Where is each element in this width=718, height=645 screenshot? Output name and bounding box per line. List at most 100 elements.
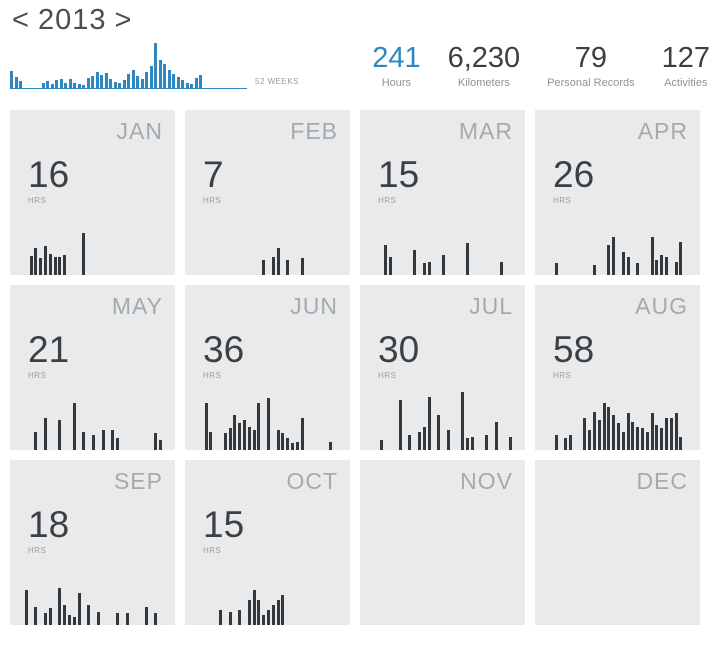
stat-value: 241 bbox=[372, 42, 421, 74]
day-bar bbox=[58, 588, 62, 625]
week-bar bbox=[55, 80, 58, 88]
day-bar bbox=[44, 246, 47, 275]
month-hours-value: 30 bbox=[378, 329, 420, 370]
day-bar bbox=[621, 432, 625, 450]
day-bar bbox=[650, 237, 654, 275]
day-bar bbox=[389, 257, 393, 275]
day-bar bbox=[243, 420, 246, 450]
week-bar bbox=[136, 76, 139, 88]
month-card-jul[interactable]: JUL 30 HRS bbox=[360, 285, 525, 450]
week-bar bbox=[176, 77, 180, 88]
next-year-button[interactable]: > bbox=[114, 4, 133, 36]
stat-block-kilometers: 6,230 Kilometers bbox=[448, 44, 521, 90]
day-bar bbox=[247, 427, 251, 450]
month-hours-value: 58 bbox=[553, 329, 595, 370]
day-bar bbox=[204, 403, 208, 450]
stat-label: Kilometers bbox=[457, 77, 510, 89]
day-bar bbox=[660, 428, 664, 450]
day-bar bbox=[82, 432, 86, 450]
day-bar bbox=[228, 428, 232, 450]
day-bar bbox=[257, 600, 261, 625]
day-bar bbox=[655, 425, 659, 450]
day-bar bbox=[24, 590, 28, 625]
day-bar bbox=[223, 433, 227, 450]
stat-block-personal-records: 79 Personal Records bbox=[547, 44, 634, 90]
weeks-label: 52 WEEKS bbox=[255, 77, 300, 86]
month-hours-value: 7 bbox=[203, 154, 224, 195]
month-hours-unit: HRS bbox=[28, 196, 47, 205]
month-daily-bar-chart bbox=[545, 285, 700, 450]
day-bar bbox=[612, 237, 616, 275]
weekly-activity-chart[interactable]: 52 WEEKS bbox=[10, 42, 310, 89]
month-daily-bar-chart bbox=[20, 285, 175, 450]
month-daily-bar-chart bbox=[195, 110, 350, 275]
week-bar bbox=[104, 73, 108, 88]
week-bar bbox=[86, 78, 90, 88]
day-bar bbox=[660, 255, 664, 275]
day-bar bbox=[286, 260, 290, 275]
day-bar bbox=[626, 257, 630, 275]
day-bar bbox=[53, 257, 57, 275]
month-hours-value: 16 bbox=[28, 154, 70, 195]
month-label: FEB bbox=[290, 118, 338, 144]
week-bar bbox=[118, 83, 121, 88]
month-hours-value: 18 bbox=[28, 504, 70, 545]
month-hours-block: 30 HRS bbox=[378, 331, 419, 380]
month-daily-bar-chart bbox=[195, 460, 350, 625]
prev-year-button[interactable]: < bbox=[12, 4, 30, 36]
day-bar bbox=[77, 593, 81, 625]
day-bar bbox=[655, 260, 659, 275]
day-bar bbox=[631, 422, 635, 450]
day-bar bbox=[159, 440, 163, 450]
month-card-mar[interactable]: MAR 15 HRS bbox=[360, 110, 525, 275]
month-card-feb[interactable]: FEB 7 HRS bbox=[185, 110, 350, 275]
week-bar bbox=[64, 83, 67, 88]
day-bar bbox=[583, 418, 587, 450]
day-bar bbox=[679, 242, 683, 275]
month-card-apr[interactable]: APR 26 HRS bbox=[535, 110, 700, 275]
month-hours-value: 15 bbox=[378, 154, 420, 195]
week-bar bbox=[199, 75, 202, 88]
month-card-jan[interactable]: JAN 16 HRS bbox=[10, 110, 175, 275]
month-card-sep[interactable]: SEP 18 HRS bbox=[10, 460, 175, 625]
day-bar bbox=[262, 260, 266, 275]
month-hours-unit: HRS bbox=[378, 196, 397, 205]
day-bar bbox=[602, 403, 606, 450]
day-bar bbox=[461, 392, 465, 450]
month-label: JAN bbox=[116, 118, 163, 144]
day-bar bbox=[111, 430, 115, 450]
month-hours-block: 26 HRS bbox=[553, 156, 594, 205]
day-bar bbox=[674, 262, 678, 275]
month-card-nov[interactable]: NOV bbox=[360, 460, 525, 625]
day-bar bbox=[44, 613, 47, 625]
month-card-aug[interactable]: AUG 58 HRS bbox=[535, 285, 700, 450]
day-bar bbox=[68, 615, 71, 625]
month-card-dec[interactable]: DEC bbox=[535, 460, 700, 625]
week-bar bbox=[95, 72, 99, 88]
day-bar bbox=[499, 262, 503, 275]
day-bar bbox=[209, 432, 213, 450]
day-bar bbox=[607, 245, 611, 275]
month-hours-unit: HRS bbox=[28, 371, 47, 380]
week-bar bbox=[14, 77, 18, 88]
stat-label: Hours bbox=[381, 77, 412, 89]
month-card-oct[interactable]: OCT 15 HRS bbox=[185, 460, 350, 625]
month-daily-bar-chart bbox=[370, 110, 525, 275]
month-card-jun[interactable]: JUN 36 HRS bbox=[185, 285, 350, 450]
month-label: NOV bbox=[460, 468, 513, 494]
day-bar bbox=[82, 233, 86, 275]
day-bar bbox=[92, 435, 95, 450]
week-bar bbox=[149, 66, 153, 88]
day-bar bbox=[63, 605, 67, 625]
month-card-may[interactable]: MAY 21 HRS bbox=[10, 285, 175, 450]
day-bar bbox=[442, 255, 445, 275]
day-bar bbox=[466, 243, 469, 275]
day-bar bbox=[116, 613, 119, 625]
day-bar bbox=[87, 605, 91, 625]
day-bar bbox=[238, 423, 242, 450]
day-bar bbox=[295, 442, 299, 450]
day-bar bbox=[554, 263, 558, 275]
week-bar bbox=[122, 80, 126, 88]
day-bar bbox=[300, 258, 304, 275]
day-bar bbox=[650, 413, 654, 450]
